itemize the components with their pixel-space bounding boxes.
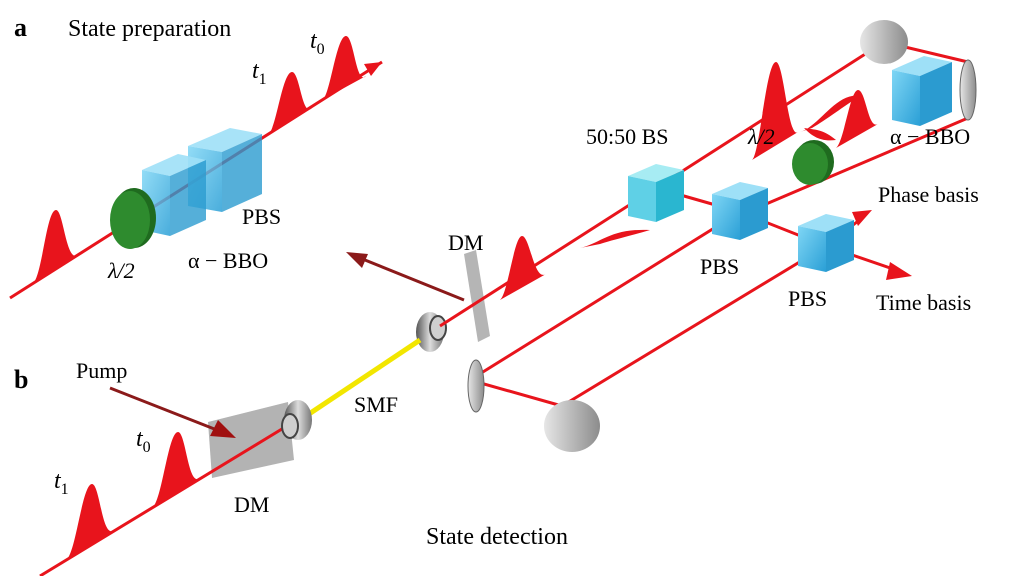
dichroic-mirror-middle — [464, 250, 490, 342]
state-detection-group — [467, 20, 977, 452]
time-basis-label: Time basis — [876, 290, 971, 315]
dm-middle-label: DM — [448, 230, 483, 255]
abbo-crystal-left — [142, 154, 206, 236]
single-mode-fiber — [298, 337, 422, 423]
pbs-cube-right-1 — [712, 182, 768, 240]
state-preparation-label: State preparation — [68, 16, 231, 42]
pump-arrowhead — [210, 420, 236, 438]
pulse-t1-top — [268, 72, 312, 134]
panel-label-a: a — [14, 13, 27, 42]
input-beam-arrowhead — [364, 62, 382, 76]
pulse-t0-top — [322, 36, 366, 100]
pulse-right-2 — [580, 229, 650, 248]
pulse-right-6 — [804, 128, 836, 141]
bs-5050-label: 50:50 BS — [586, 124, 669, 149]
abbo-crystal-right — [892, 56, 952, 126]
panel-label-b: b — [14, 365, 28, 394]
pulse-right-4 — [800, 95, 860, 132]
reflected-beam-line — [359, 256, 465, 302]
pbs-left-label: PBS — [242, 204, 281, 229]
phase-basis-label: Phase basis — [878, 182, 979, 207]
t1-top-label: t1 — [252, 58, 267, 88]
coupling-lens-bottom — [281, 400, 312, 440]
pbs-right1-label: PBS — [700, 254, 739, 279]
pump-beam-line — [109, 386, 223, 434]
smf-label: SMF — [354, 392, 398, 417]
pulse-right-3 — [752, 62, 798, 160]
pump-pulse-beam — [39, 416, 301, 576]
pulse-right-1 — [500, 236, 546, 300]
mirror-top-left — [860, 20, 908, 64]
pump-label: Pump — [76, 358, 127, 383]
abbo-right-label: α − BBO — [890, 124, 970, 149]
pump-group — [39, 386, 312, 576]
coupling-group — [298, 186, 657, 423]
half-wave-plate-right — [792, 140, 834, 185]
beam-splitter-5050 — [628, 164, 684, 222]
t0-top-label: t0 — [310, 28, 325, 58]
half-wave-right-label: λ/2 — [747, 124, 775, 149]
state-detection-label: State detection — [426, 524, 568, 550]
reflected-beam-arrowhead — [346, 252, 368, 268]
t0-bottom-label: t0 — [136, 426, 151, 456]
dichroic-mirror-bottom — [208, 402, 294, 478]
half-wave-plate-left — [110, 188, 156, 249]
signal-beam-line — [439, 186, 657, 328]
pulse-t1-bottom — [66, 484, 114, 560]
mirror-bottom-left — [467, 359, 485, 413]
half-wave-left-label: λ/2 — [107, 258, 135, 283]
state-preparation-group — [9, 36, 383, 300]
pulse-right-5 — [836, 90, 878, 148]
phase-basis-arrowhead — [852, 210, 872, 226]
abbo-left-label: α − BBO — [188, 248, 268, 273]
coupling-lens-top — [416, 312, 447, 352]
pbs-cube-right-2 — [798, 214, 854, 272]
pulse-t0-bottom — [152, 432, 200, 508]
t1-bottom-label: t1 — [54, 468, 69, 498]
pulse-far-left — [32, 210, 80, 284]
pbs-right2-label: PBS — [788, 286, 827, 311]
dm-bottom-label: DM — [234, 492, 269, 517]
mirror-bottom-right — [544, 400, 600, 452]
mirror-top-right — [959, 59, 977, 121]
time-basis-arrowhead — [886, 262, 912, 280]
